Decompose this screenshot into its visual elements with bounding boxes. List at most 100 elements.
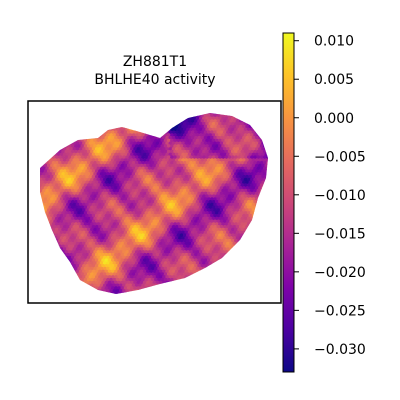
spot bbox=[126, 180, 131, 185]
spot bbox=[40, 241, 45, 246]
spot bbox=[93, 155, 98, 160]
spot bbox=[94, 169, 99, 174]
spot bbox=[205, 155, 210, 160]
spot bbox=[269, 200, 273, 204]
spot bbox=[133, 163, 138, 168]
spot bbox=[123, 152, 128, 157]
spot bbox=[181, 152, 186, 157]
spot bbox=[53, 286, 58, 291]
spot bbox=[166, 144, 171, 149]
spot bbox=[72, 174, 77, 179]
spot bbox=[80, 116, 85, 121]
spot bbox=[204, 108, 208, 112]
spot bbox=[51, 122, 56, 126]
spot bbox=[96, 161, 101, 165]
spot bbox=[219, 291, 224, 294]
spot bbox=[219, 269, 224, 274]
spot bbox=[78, 169, 83, 174]
spot bbox=[259, 216, 264, 221]
spot bbox=[248, 230, 253, 235]
spot bbox=[34, 181, 38, 185]
spot bbox=[34, 275, 38, 279]
spot bbox=[96, 127, 101, 132]
spot bbox=[46, 169, 51, 174]
spot bbox=[211, 113, 216, 115]
spot bbox=[131, 177, 136, 182]
spot bbox=[234, 277, 238, 282]
spot bbox=[250, 250, 254, 254]
spot bbox=[40, 113, 42, 118]
spot bbox=[67, 155, 72, 160]
spot bbox=[42, 127, 46, 132]
spot bbox=[160, 161, 165, 165]
spot bbox=[205, 183, 210, 188]
spot bbox=[40, 286, 42, 291]
spot bbox=[269, 139, 273, 143]
spot bbox=[182, 277, 187, 282]
spot bbox=[227, 113, 232, 115]
spot bbox=[256, 122, 261, 126]
spot bbox=[45, 244, 50, 249]
spot bbox=[258, 158, 262, 163]
spot bbox=[126, 147, 131, 151]
spot bbox=[85, 147, 90, 151]
spot bbox=[163, 289, 168, 293]
spot bbox=[42, 116, 46, 121]
spot bbox=[261, 219, 266, 224]
spot bbox=[69, 280, 74, 285]
spot bbox=[43, 230, 48, 235]
spot bbox=[210, 280, 214, 285]
spot bbox=[44, 108, 48, 112]
spot bbox=[168, 147, 173, 151]
spot bbox=[232, 147, 237, 151]
spot bbox=[262, 122, 267, 126]
spot bbox=[134, 155, 139, 160]
spot bbox=[91, 152, 96, 157]
spot bbox=[108, 108, 112, 112]
spot bbox=[176, 116, 181, 121]
spot bbox=[222, 174, 227, 179]
spot bbox=[256, 255, 261, 260]
spot bbox=[178, 174, 182, 179]
spot bbox=[198, 138, 203, 143]
spot bbox=[237, 138, 242, 143]
spot bbox=[259, 161, 264, 165]
spot bbox=[261, 124, 266, 129]
spot bbox=[67, 161, 72, 165]
spot bbox=[88, 174, 93, 179]
spot bbox=[258, 197, 262, 202]
spot bbox=[245, 119, 250, 123]
spot bbox=[269, 217, 273, 221]
spatial-spots bbox=[34, 108, 273, 294]
spot bbox=[131, 138, 136, 143]
spot bbox=[34, 108, 38, 112]
spot bbox=[67, 138, 72, 143]
spot bbox=[197, 158, 202, 163]
spot bbox=[125, 161, 130, 165]
spot bbox=[243, 172, 248, 176]
spot bbox=[251, 280, 256, 285]
spot bbox=[106, 122, 110, 126]
spot bbox=[259, 144, 264, 149]
spot bbox=[245, 180, 250, 185]
spot bbox=[256, 222, 261, 227]
spot bbox=[230, 122, 235, 126]
spot bbox=[216, 269, 221, 274]
spot bbox=[64, 127, 69, 132]
spot bbox=[150, 161, 155, 165]
spot bbox=[266, 261, 268, 266]
spot bbox=[91, 174, 96, 179]
spot bbox=[142, 113, 147, 118]
spot bbox=[178, 180, 182, 185]
spot bbox=[101, 180, 106, 185]
spot bbox=[205, 289, 210, 293]
spot bbox=[128, 122, 133, 126]
spot bbox=[61, 289, 66, 293]
spot bbox=[163, 155, 168, 160]
spot bbox=[152, 169, 157, 174]
spot bbox=[195, 122, 200, 126]
spot bbox=[69, 135, 74, 140]
spot bbox=[126, 169, 131, 174]
spot bbox=[154, 116, 158, 121]
spot bbox=[139, 180, 144, 185]
